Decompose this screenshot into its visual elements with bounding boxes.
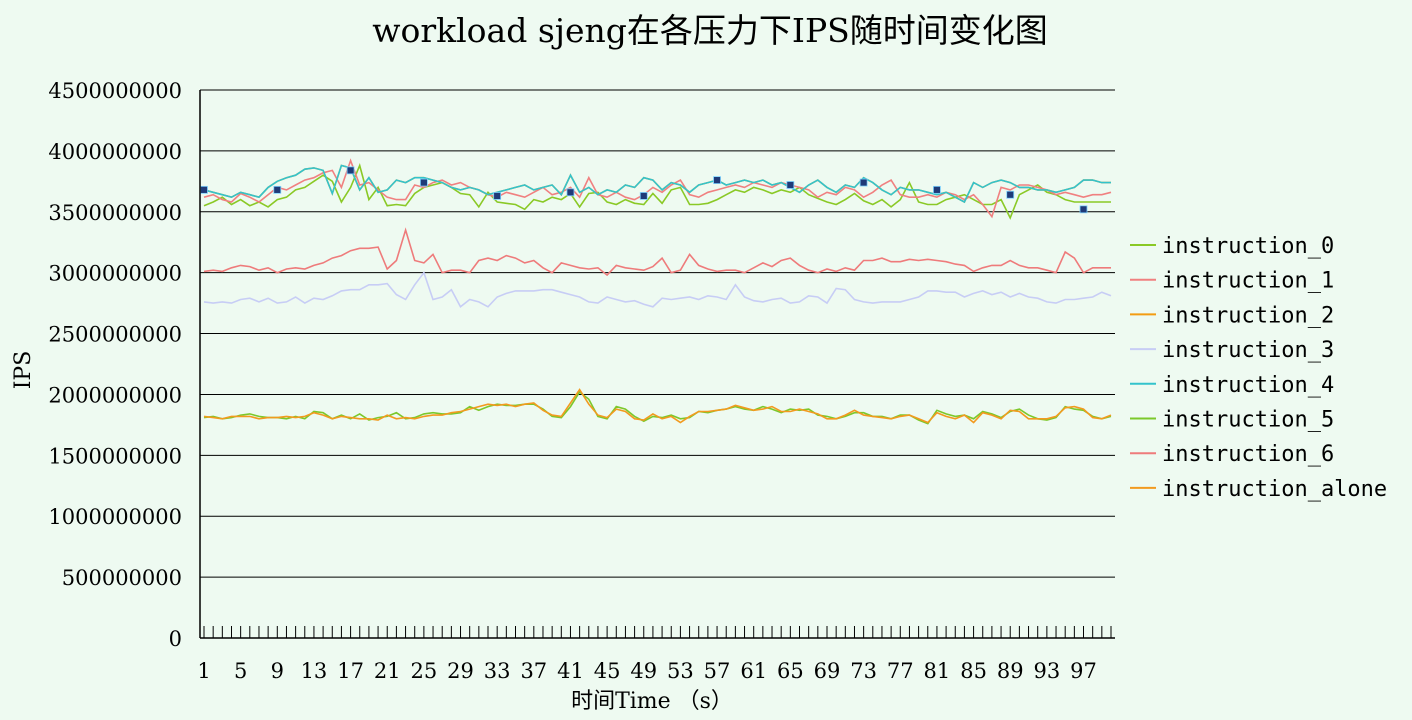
legend-label: instruction_alone bbox=[1162, 477, 1387, 502]
y-tick-label: 500000000 bbox=[62, 566, 182, 590]
x-tick-label: 89 bbox=[997, 659, 1024, 683]
x-tick-label: 85 bbox=[960, 659, 987, 683]
x-tick-label: 77 bbox=[887, 659, 914, 683]
series-line-instruction_6 bbox=[203, 227, 1111, 277]
y-tick-label: 3000000000 bbox=[48, 262, 182, 286]
series-marker bbox=[346, 166, 355, 175]
y-tick-label: 1000000000 bbox=[48, 505, 182, 529]
grid-lines bbox=[200, 89, 1115, 639]
series-marker bbox=[200, 185, 208, 194]
x-tick-label: 45 bbox=[594, 659, 621, 683]
series-marker bbox=[786, 181, 795, 189]
x-tick-label: 13 bbox=[301, 659, 328, 683]
series-marker bbox=[419, 178, 428, 187]
legend: instruction_0 instruction_1 instruction_2i… bbox=[1130, 234, 1387, 502]
x-tick-label: 93 bbox=[1034, 659, 1061, 683]
x-tick-label: 69 bbox=[814, 659, 841, 683]
y-tick-label: 2500000000 bbox=[48, 323, 182, 347]
x-tick-label: 9 bbox=[271, 659, 284, 683]
x-tick-label: 25 bbox=[411, 659, 438, 683]
series-line-instruction_0 bbox=[203, 163, 1111, 220]
y-tick-label: 2000000000 bbox=[48, 383, 182, 407]
series-marker bbox=[273, 185, 282, 194]
x-tick-label: 41 bbox=[557, 659, 584, 683]
x-tick-label: 29 bbox=[447, 659, 474, 683]
series-marker bbox=[493, 192, 502, 200]
legend-label: instruction_1 bbox=[1162, 269, 1334, 294]
series-marker bbox=[566, 188, 575, 197]
x-axis-title: 时间Time （s） bbox=[571, 689, 733, 714]
y-tick-label: 4500000000 bbox=[48, 79, 182, 103]
series-line-instruction_3 bbox=[203, 271, 1112, 309]
y-tick-label: 4000000000 bbox=[48, 140, 182, 164]
x-tick-labels: 1 5 9 13 17 21 25 29 33 37 41 45 49 53 57 61 65 69 73 77 81 8… bbox=[197, 659, 1097, 683]
legend-label: instruction_2 bbox=[1162, 303, 1334, 328]
x-tick-label: 5 bbox=[234, 659, 247, 683]
x-tick-label: 65 bbox=[777, 659, 804, 683]
x-tick-label: 57 bbox=[704, 659, 731, 683]
chart-title: workload sjeng在各压力下IPS随时间变化图 bbox=[372, 11, 1048, 50]
x-tick-label: 33 bbox=[484, 659, 511, 683]
y-tick-label: 0 bbox=[169, 627, 182, 651]
x-tick-label: 61 bbox=[740, 659, 767, 683]
series-marker bbox=[1079, 205, 1088, 214]
y-tick-label: 1500000000 bbox=[48, 444, 182, 468]
series-marker bbox=[1006, 190, 1015, 199]
legend-label: instruction_4 bbox=[1162, 373, 1334, 398]
series-line-instruction_5 bbox=[203, 390, 1112, 425]
plot-series bbox=[203, 158, 1112, 425]
legend-label: instruction_0 bbox=[1162, 234, 1334, 259]
x-tick-label: 1 bbox=[197, 659, 210, 683]
y-tick-label: 3500000000 bbox=[48, 201, 182, 225]
series-marker bbox=[713, 176, 721, 185]
x-tick-label: 73 bbox=[850, 659, 877, 683]
x-tick-label: 49 bbox=[630, 659, 657, 683]
legend-label: instruction_5 bbox=[1162, 408, 1334, 433]
x-tick-label: 37 bbox=[520, 659, 547, 683]
series-line-instruction_1 bbox=[203, 158, 1112, 219]
y-axis-title: IPS bbox=[11, 351, 36, 390]
legend-label: instruction_3 bbox=[1162, 338, 1334, 363]
x-tick-label: 53 bbox=[667, 659, 694, 683]
legend-label: instruction_6 bbox=[1162, 442, 1334, 467]
x-tick-label: 81 bbox=[924, 659, 951, 683]
series-marker bbox=[859, 178, 868, 187]
series-marker bbox=[639, 192, 648, 200]
series-markers bbox=[200, 166, 1088, 214]
x-tick-label: 17 bbox=[337, 659, 364, 683]
y-tick-labels: 0 500000000 1000000000 1500000000 2000000000… bbox=[48, 79, 182, 651]
series-line-instruction_alone bbox=[203, 388, 1112, 424]
x-tick-label: 21 bbox=[374, 659, 401, 683]
x-tick-label: 97 bbox=[1070, 659, 1097, 683]
series-marker bbox=[933, 185, 941, 194]
series-line-instruction_4 bbox=[203, 164, 1111, 204]
axes bbox=[199, 90, 1115, 639]
